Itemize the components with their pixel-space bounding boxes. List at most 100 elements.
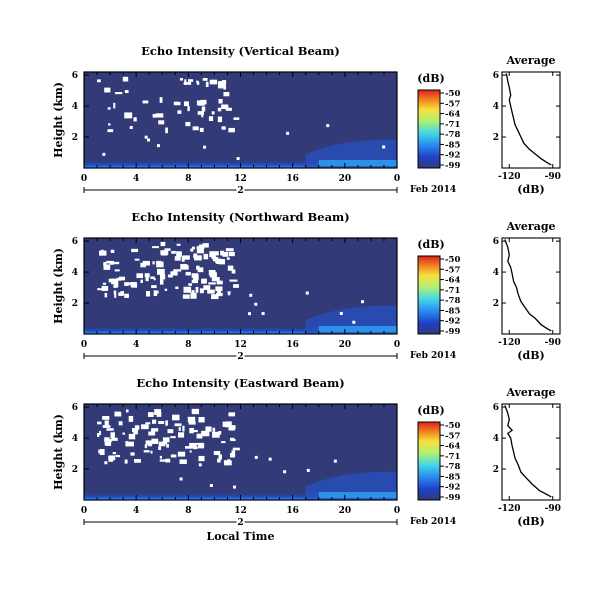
missing-data-cell (228, 412, 236, 417)
missing-data-cell (212, 258, 219, 262)
panel-title: Echo Intensity (Vertical Beam) (141, 44, 340, 58)
x-tick-label: 12 (234, 340, 247, 350)
missing-data-cell (212, 427, 216, 432)
missing-data-cell (177, 451, 186, 457)
missing-data-cell (130, 281, 137, 287)
profile-x-tick-label: -120 (498, 504, 521, 514)
missing-data-cell (152, 419, 157, 424)
x-tick-label: 4 (133, 506, 139, 516)
missing-data-cell (104, 420, 109, 426)
missing-data-cell (198, 443, 205, 449)
missing-data-cell (156, 261, 164, 268)
colorbar-tick-label: -64 (445, 110, 460, 120)
missing-data-cell (150, 450, 153, 454)
missing-data-cell (173, 101, 181, 106)
missing-data-cell (141, 424, 149, 430)
colorbar-tick-label: -71 (445, 452, 460, 462)
missing-data-cell (182, 255, 190, 260)
colorbar-tick-label: -92 (445, 317, 460, 327)
y-axis-label: Height (km) (52, 414, 65, 490)
missing-data-cell (159, 274, 166, 280)
colorbar-label: (dB) (417, 238, 444, 251)
y-tick-label: 6 (72, 403, 78, 413)
missing-data-cell (198, 455, 205, 462)
date-marker: 2 (237, 186, 243, 196)
missing-data-cell (221, 126, 226, 130)
missing-data-cell (196, 433, 203, 439)
profile-title: Average (505, 220, 555, 233)
missing-data-cell (231, 450, 236, 456)
date-marker-bg (236, 517, 245, 527)
colorbar (417, 89, 441, 169)
profile-x-label: (dB) (517, 183, 544, 196)
missing-data-cell (352, 320, 356, 324)
y-tick-label: 6 (72, 71, 78, 81)
colorbar-tick-label: -99 (445, 161, 460, 171)
missing-data-cell (103, 264, 111, 270)
profile-line (505, 73, 552, 166)
missing-data-cell (215, 251, 219, 256)
y-axis-label: Height (km) (52, 82, 65, 158)
colorbar (417, 255, 441, 335)
date-marker-bg (236, 351, 245, 361)
x-tick-label: 16 (286, 506, 299, 516)
missing-data-cell (177, 110, 182, 114)
missing-data-cell (108, 456, 114, 462)
missing-data-cell (158, 120, 165, 125)
profile-title: Average (505, 54, 555, 67)
missing-data-cell (254, 302, 258, 306)
missing-data-cell (192, 274, 199, 281)
missing-data-cell (97, 421, 102, 425)
missing-data-cell (147, 444, 152, 447)
missing-data-cell (192, 126, 199, 131)
x-tick-label: 20 (339, 506, 352, 516)
colorbar-tick-label: -57 (445, 265, 460, 275)
profile-y-tick-label: 4 (493, 102, 499, 112)
missing-data-cell (185, 446, 193, 449)
missing-data-cell (114, 269, 120, 272)
missing-data-cell (167, 429, 174, 434)
missing-data-cell (209, 79, 218, 85)
missing-data-cell (182, 294, 190, 299)
missing-data-cell (104, 437, 110, 442)
missing-data-cell (129, 125, 133, 129)
profile-x-label: (dB) (517, 349, 544, 362)
y-tick-label: 4 (72, 268, 78, 278)
colorbar-tick-label: -50 (445, 421, 460, 431)
missing-data-cell (107, 129, 114, 133)
profile-line (504, 239, 552, 332)
missing-data-cell (102, 152, 106, 156)
missing-data-cell (112, 451, 117, 455)
missing-data-cell (157, 268, 165, 275)
missing-data-cell (193, 255, 199, 258)
x-tick-label: 0 (394, 174, 400, 184)
missing-data-cell (231, 269, 236, 274)
missing-data-cell (142, 100, 149, 104)
missing-data-cell (114, 92, 123, 95)
missing-data-cell (153, 278, 156, 281)
missing-data-cell (144, 444, 147, 449)
missing-data-cell (179, 78, 184, 81)
missing-data-cell (212, 431, 220, 438)
missing-data-cell (201, 430, 204, 436)
missing-data-cell (167, 274, 173, 278)
missing-data-cell (102, 416, 110, 420)
missing-data-cell (158, 446, 162, 450)
missing-data-cell (128, 415, 134, 422)
missing-data-cell (152, 113, 157, 118)
missing-data-cell (106, 428, 114, 431)
surface-echo-strong (318, 326, 397, 332)
missing-data-cell (175, 286, 179, 290)
date-label: Feb 2014 (410, 517, 456, 527)
missing-data-cell (151, 438, 159, 444)
missing-data-cell (104, 461, 108, 465)
missing-data-cell (110, 432, 115, 438)
profile-y-tick-label: 6 (493, 403, 499, 413)
missing-data-cell (102, 282, 107, 285)
missing-data-cell (97, 433, 100, 437)
y-axis-label: Height (km) (52, 248, 65, 324)
missing-data-cell (104, 292, 108, 298)
missing-data-cell (118, 292, 124, 296)
x-tick-label: 20 (339, 174, 352, 184)
panel-0: Echo Intensity (Vertical Beam) 0 4 8 12 16 20 0… (52, 44, 561, 196)
